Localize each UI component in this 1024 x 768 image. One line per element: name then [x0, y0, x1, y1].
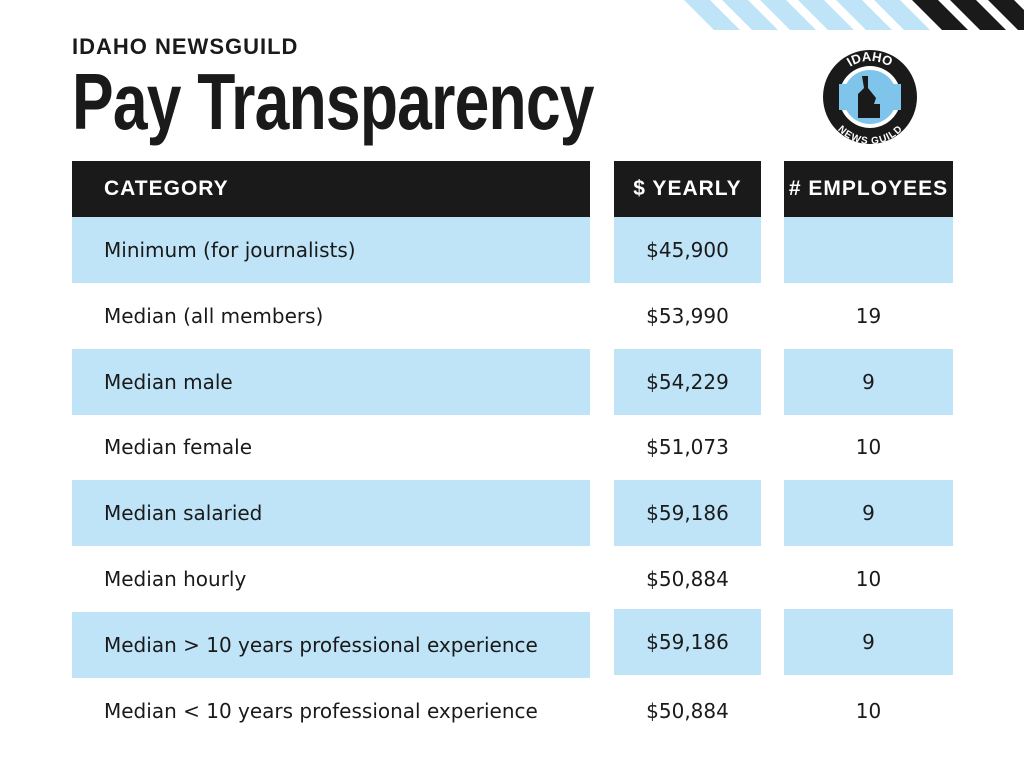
cell: $59,186 — [614, 608, 761, 675]
cell: Median male — [72, 348, 590, 415]
column-header: $ YEARLY — [614, 161, 761, 217]
cell: 9 — [784, 348, 953, 415]
cell: Median (all members) — [104, 303, 324, 328]
empty-cell — [784, 217, 953, 283]
logo: IDAHO NEWS GUILD — [823, 49, 917, 148]
title: Pay Transparency — [72, 57, 594, 146]
cell: Median < 10 years professional experienc… — [104, 698, 538, 723]
cell: 9 — [784, 480, 953, 547]
column-header: CATEGORY — [72, 161, 590, 217]
decor: IDAHO NEWS GUILD — [684, 0, 1024, 148]
cell: 10 — [855, 435, 882, 460]
cell: Median > 10 years professional experienc… — [72, 611, 590, 678]
cell: $53,990 — [646, 303, 729, 328]
cell: Median female — [104, 435, 253, 460]
cell: Median hourly — [104, 567, 247, 591]
cell: $59,186 — [614, 480, 761, 547]
cell: $45,900 — [614, 217, 761, 283]
cell: Median salaried — [72, 480, 590, 547]
org-name: IDAHO NEWSGUILD — [72, 34, 299, 59]
cell: $54,229 — [614, 348, 761, 415]
cell: 9 — [784, 608, 953, 675]
cell: Minimum (for journalists) — [72, 217, 590, 283]
cell: 10 — [855, 567, 882, 591]
cell: $51,073 — [646, 435, 729, 460]
column-header: # EMPLOYEES — [784, 161, 953, 217]
cell: 19 — [855, 303, 882, 328]
cell: $50,884 — [646, 698, 729, 723]
cell: $50,884 — [646, 567, 729, 591]
cell: 10 — [855, 698, 882, 723]
